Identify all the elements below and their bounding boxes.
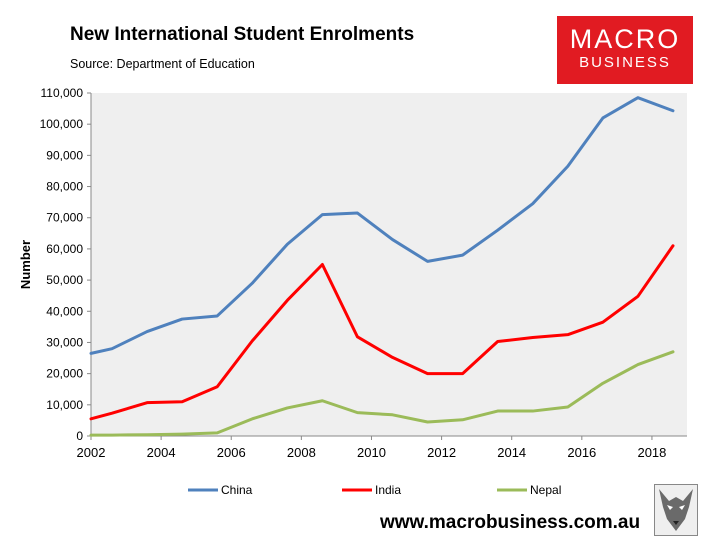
y-tick-label: 80,000 <box>46 180 83 194</box>
y-tick-label: 90,000 <box>46 148 83 162</box>
y-axis-title: Number <box>18 240 33 289</box>
x-tick-label: 2002 <box>77 445 106 460</box>
y-tick-label: 110,000 <box>41 86 84 100</box>
legend-label-india: India <box>375 483 401 497</box>
series-line-china <box>89 96 675 355</box>
chart-title: New International Student Enrolments <box>70 24 415 45</box>
x-tick-label: 2014 <box>497 445 526 460</box>
x-tick-label: 2016 <box>567 445 596 460</box>
series-line-nepal <box>89 350 675 437</box>
footer-url: www.macrobusiness.com.au <box>380 512 641 533</box>
legend-label-china: China <box>221 483 253 497</box>
logo-line-macro: MACRO <box>569 24 681 54</box>
x-tick-label: 2006 <box>217 445 246 460</box>
y-tick-label: 50,000 <box>46 273 83 287</box>
chart-source: Source: Department of Education <box>70 57 255 71</box>
y-tick-label: 10,000 <box>46 398 83 412</box>
x-tick-label: 2004 <box>147 445 176 460</box>
legend-label-nepal: Nepal <box>530 483 561 497</box>
x-tick-label: 2012 <box>427 445 456 460</box>
series-line-india <box>89 244 675 421</box>
y-tick-label: 20,000 <box>46 367 83 381</box>
wolf-logo-icon <box>654 484 698 536</box>
y-tick-label: 100,000 <box>40 117 84 131</box>
x-tick-label: 2010 <box>357 445 386 460</box>
y-tick-label: 70,000 <box>46 211 83 225</box>
y-tick-label: 0 <box>76 429 83 443</box>
y-tick-label: 60,000 <box>46 242 83 256</box>
macrobusiness-logo: MACRO BUSINESS <box>557 16 693 84</box>
x-tick-label: 2008 <box>287 445 316 460</box>
y-tick-label: 30,000 <box>46 335 83 349</box>
x-tick-label: 2018 <box>637 445 666 460</box>
y-tick-label: 40,000 <box>46 304 83 318</box>
plot-area <box>91 93 687 436</box>
logo-line-business: BUSINESS <box>579 54 671 71</box>
